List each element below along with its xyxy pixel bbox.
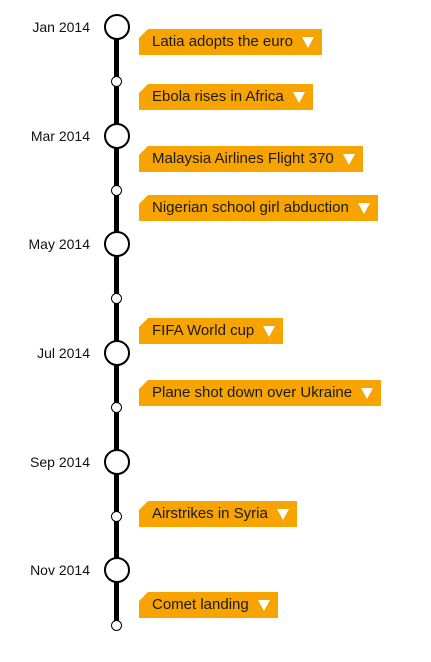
- month-node: [104, 340, 130, 366]
- event-nigerian-abduction[interactable]: Nigerian school girl abduction: [139, 195, 378, 221]
- month-node: [104, 557, 130, 583]
- month-label-mar: Mar 2014: [30, 128, 90, 144]
- event-syria-airstrikes[interactable]: Airstrikes in Syria: [139, 501, 297, 527]
- event-label: Plane shot down over Ukraine: [152, 384, 353, 401]
- month-node: [104, 449, 130, 475]
- chevron-down-icon[interactable]: [342, 153, 355, 165]
- event-latia-euro[interactable]: Latia adopts the euro: [139, 29, 322, 55]
- month-label-jul: Jul 2014: [37, 345, 90, 361]
- midmonth-node: [111, 511, 122, 522]
- event-label: FIFA World cup: [152, 322, 255, 339]
- month-label-nov: Nov 2014: [30, 562, 90, 578]
- midmonth-node: [111, 185, 122, 196]
- midmonth-node: [111, 76, 122, 87]
- month-node: [104, 14, 130, 40]
- event-tab-notch: [139, 146, 148, 155]
- event-comet-landing[interactable]: Comet landing: [139, 592, 278, 618]
- midmonth-node: [111, 402, 122, 413]
- chevron-down-icon[interactable]: [276, 508, 289, 520]
- timeline-end-node: [111, 620, 122, 631]
- event-mh370[interactable]: Malaysia Airlines Flight 370: [139, 146, 363, 172]
- chevron-down-icon[interactable]: [257, 599, 270, 611]
- event-fifa-world-cup[interactable]: FIFA World cup: [139, 318, 284, 344]
- event-ukraine-plane[interactable]: Plane shot down over Ukraine: [139, 380, 382, 406]
- event-label: Airstrikes in Syria: [152, 505, 268, 522]
- event-tab-notch: [139, 592, 148, 601]
- month-node: [104, 231, 130, 257]
- chevron-down-icon[interactable]: [292, 91, 305, 103]
- event-tab-notch: [139, 380, 148, 389]
- event-label: Malaysia Airlines Flight 370: [152, 150, 334, 167]
- event-tab-notch: [139, 84, 148, 93]
- month-node: [104, 123, 130, 149]
- midmonth-node: [111, 293, 122, 304]
- event-label: Nigerian school girl abduction: [152, 199, 349, 216]
- chevron-down-icon[interactable]: [263, 325, 276, 337]
- event-tab-notch: [139, 29, 148, 38]
- event-tab-notch: [139, 501, 148, 510]
- event-label: Latia adopts the euro: [152, 33, 293, 50]
- event-tab-notch: [139, 318, 148, 327]
- chevron-down-icon[interactable]: [357, 202, 370, 214]
- chevron-down-icon[interactable]: [361, 387, 374, 399]
- event-label: Comet landing: [152, 596, 249, 613]
- month-label-jan: Jan 2014: [32, 19, 90, 35]
- event-ebola[interactable]: Ebola rises in Africa: [139, 84, 313, 110]
- month-label-may: May 2014: [28, 236, 90, 252]
- chevron-down-icon[interactable]: [301, 36, 314, 48]
- event-tab-notch: [139, 195, 148, 204]
- event-label: Ebola rises in Africa: [152, 88, 284, 105]
- month-label-sep: Sep 2014: [30, 454, 90, 470]
- timeline-rail: [114, 27, 119, 625]
